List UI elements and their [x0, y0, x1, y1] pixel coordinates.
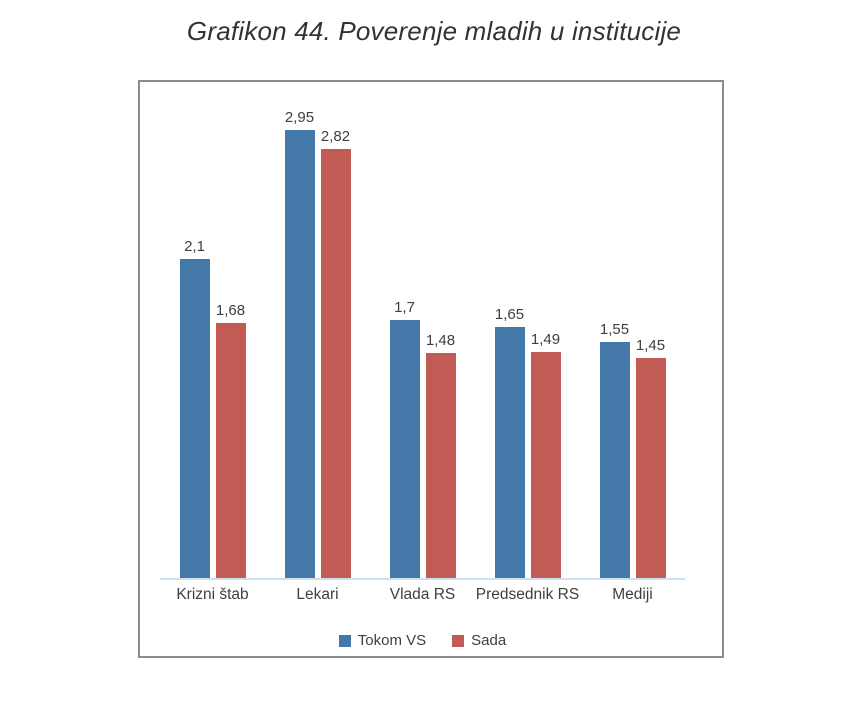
bar-value-label: 1,55: [599, 321, 630, 338]
bar-value-label: 1,45: [635, 337, 666, 354]
x-axis-label-predsednik-rs: Predsednik RS: [475, 586, 580, 603]
bar-sada-krizni-tab: [215, 323, 246, 578]
bar-column: 1,48: [425, 332, 456, 578]
bar-group-vlada-rs: 1,7 1,48: [389, 299, 456, 578]
x-axis-label-krizni-tab: Krizni štab: [176, 586, 249, 603]
bar-value-label: 1,49: [530, 331, 561, 348]
bar-column: 1,68: [215, 302, 246, 578]
bar-tokom-vs-krizni-tab: [179, 259, 210, 578]
bar-sada-predsednik-rs: [530, 352, 561, 578]
bar-tokom-vs-vlada-rs: [389, 320, 420, 578]
bar-group-krizni-tab: 2,1 1,68: [179, 238, 246, 578]
bar-value-label: 1,65: [494, 306, 525, 323]
bar-column: 1,7: [389, 299, 420, 578]
x-axis-labels: Krizni štab Lekari Vlada RS Predsednik RS Me…: [160, 586, 685, 604]
bar-sada-vlada-rs: [425, 353, 456, 578]
bar-group-predsednik-rs: 1,65 1,49: [494, 306, 561, 578]
legend-swatch-icon: [338, 634, 351, 647]
x-axis-label-mediji: Mediji: [612, 586, 653, 603]
bar-group-lekari: 2,95 2,82: [284, 109, 351, 578]
bar-value-label: 2,82: [320, 128, 351, 145]
legend-item-tokom-vs: Tokom VS: [338, 632, 427, 649]
legend-item-sada: Sada: [452, 632, 506, 649]
bar-value-label: 2,95: [284, 109, 315, 126]
bar-column: 1,65: [494, 306, 525, 578]
bar-value-label: 1,68: [215, 302, 246, 319]
legend-swatch-icon: [452, 634, 465, 647]
legend-label: Tokom VS: [357, 632, 427, 649]
bar-tokom-vs-lekari: [284, 130, 315, 578]
x-axis-label-lekari: Lekari: [296, 586, 339, 603]
bar-column: 2,95: [284, 109, 315, 578]
bar-column: 2,82: [320, 128, 351, 578]
bar-column: 2,1: [179, 238, 210, 578]
legend: Tokom VS Sada: [160, 632, 685, 649]
bar-sada-mediji: [635, 358, 666, 578]
bar-column: 1,49: [530, 331, 561, 578]
bar-column: 1,55: [599, 321, 630, 578]
bar-value-label: 1,7: [394, 299, 415, 316]
bar-tokom-vs-mediji: [599, 342, 630, 578]
bar-sada-lekari: [320, 149, 351, 578]
bar-value-label: 2,1: [184, 238, 205, 255]
bar-tokom-vs-predsednik-rs: [494, 327, 525, 578]
legend-label: Sada: [471, 632, 507, 649]
bar-group-mediji: 1,55 1,45: [599, 321, 666, 578]
bar-column: 1,45: [635, 337, 666, 578]
plot-area: 2,1 1,68 2,95 2,82 1,7 1,48 1,65 1,49 1,55 1,45: [160, 82, 685, 580]
chart-title: Grafikon 44. Poverenje mladih u instituc…: [186, 16, 682, 46]
x-axis-label-vlada-rs: Vlada RS: [389, 586, 456, 603]
chart-frame: 2,1 1,68 2,95 2,82 1,7 1,48 1,65 1,49 1,55 1,45 K…: [138, 80, 724, 658]
bar-value-label: 1,48: [425, 332, 456, 349]
